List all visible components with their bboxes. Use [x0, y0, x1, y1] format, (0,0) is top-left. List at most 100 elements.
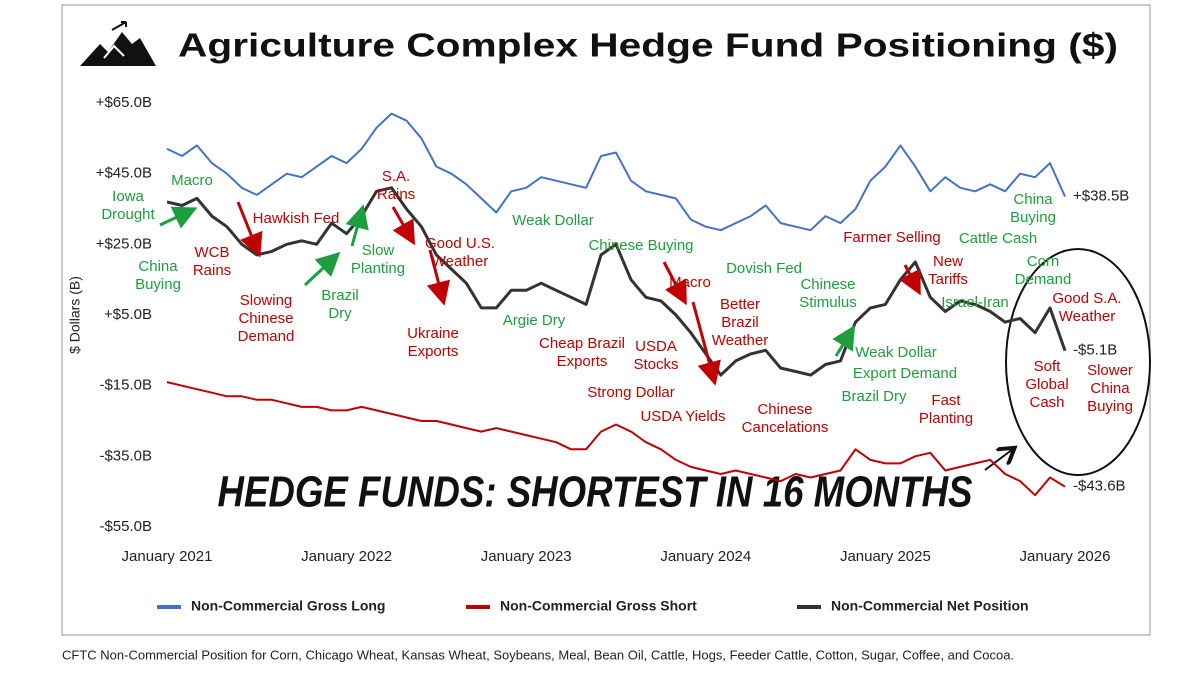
highlight-ellipse [1005, 248, 1151, 476]
annotation: Rains [377, 186, 415, 203]
annotation: Exports [408, 343, 459, 360]
legend-label: Non-Commercial Gross Short [500, 598, 697, 614]
annotation: China [138, 258, 178, 275]
annotation: Fast [931, 392, 961, 409]
chart-border [61, 4, 1151, 636]
annotation: USDA [635, 338, 677, 355]
annotation: Tariffs [928, 271, 968, 288]
annotation: Chinese [757, 401, 812, 418]
chart-title: Agriculture Complex Hedge Fund Positioni… [178, 27, 1118, 64]
annotation: Buying [1010, 209, 1056, 226]
annotation: Stimulus [799, 294, 857, 311]
annotation: Good U.S. [425, 235, 495, 252]
annotation-arrow [899, 264, 921, 296]
annotation: Strong Dollar [587, 384, 675, 401]
annotation: Slow [362, 242, 395, 259]
annotation: Israel-Iran [941, 294, 1009, 311]
y-tick-label: +$45.0B [96, 165, 152, 182]
series-line [166, 381, 1066, 497]
y-tick-label: -$55.0B [99, 518, 152, 535]
annotation: Cattle Cash [959, 230, 1037, 247]
annotation: Weather [432, 253, 488, 270]
footnote: CFTC Non-Commercial Position for Corn, C… [62, 647, 1014, 662]
annotation: WCB [195, 244, 230, 261]
annotation-arrow [345, 204, 369, 247]
annotation: Weak Dollar [512, 212, 593, 229]
annotation-arrow [303, 251, 341, 287]
headline: HEDGE FUNDS: SHORTEST IN 16 MONTHS [218, 468, 973, 517]
annotation: USDA Yields [640, 408, 725, 425]
annotation: Weather [1059, 308, 1115, 325]
annotation: Exports [557, 353, 608, 370]
annotation: Dry [328, 305, 352, 322]
x-tick-label: January 2025 [840, 548, 931, 565]
annotation: Demand [1015, 271, 1072, 288]
end-value-label: -$43.6B [1073, 478, 1126, 495]
annotation-arrow [691, 301, 721, 386]
annotation: Cash [1029, 394, 1064, 411]
annotation: Chinese Buying [588, 237, 693, 254]
x-tick-label: January 2026 [1020, 548, 1111, 565]
y-tick-label: -$15.0B [99, 377, 152, 394]
annotation: Chinese [238, 310, 293, 327]
annotation: Slower [1087, 362, 1133, 379]
annotation-arrow [236, 201, 263, 258]
x-tick-label: January 2022 [301, 548, 392, 565]
annotation: S.A. [382, 168, 410, 185]
end-value-label: +$38.5B [1073, 188, 1129, 205]
annotation: Argie Dry [503, 312, 566, 329]
annotation-arrow [426, 249, 451, 306]
annotation: Weak Dollar [855, 344, 936, 361]
series-line [166, 186, 1067, 377]
end-value-label: -$5.1B [1073, 342, 1117, 359]
annotation: Ukraine [407, 325, 459, 342]
annotation-arrow [832, 324, 856, 357]
annotation: Hawkish Fed [253, 210, 340, 227]
y-tick-label: -$35.0B [99, 447, 152, 464]
annotation: Macro [171, 172, 213, 189]
x-tick-label: January 2021 [122, 548, 213, 565]
annotation: Weather [712, 332, 768, 349]
annotation: Planting [919, 410, 973, 427]
annotation: Good S.A. [1052, 290, 1121, 307]
annotation: Chinese [800, 276, 855, 293]
annotation-arrow [662, 261, 687, 306]
annotation: Brazil [721, 314, 759, 331]
annotation: Global [1025, 376, 1068, 393]
x-tick-label: January 2023 [481, 548, 572, 565]
pointer-arrow [984, 449, 1013, 471]
annotation: New [933, 253, 963, 270]
annotation: Drought [101, 206, 155, 223]
annotation: Buying [135, 276, 181, 293]
logo [80, 21, 156, 66]
annotation: Planting [351, 260, 405, 277]
annotation: Brazil [321, 287, 359, 304]
legend-label: Non-Commercial Net Position [831, 598, 1029, 614]
annotation: China [1090, 380, 1130, 397]
annotation-arrow [391, 206, 415, 246]
annotation: Iowa [112, 188, 144, 205]
annotation: Brazil Dry [841, 388, 907, 405]
annotation: Stocks [633, 356, 678, 373]
y-tick-label: +$65.0B [96, 94, 152, 111]
annotation: Buying [1087, 398, 1133, 415]
y-tick-label: +$25.0B [96, 235, 152, 252]
annotation: Corn [1027, 253, 1060, 270]
annotation: Rains [193, 262, 231, 279]
annotation: Demand [238, 328, 295, 345]
annotation: Farmer Selling [843, 229, 941, 246]
annotation: China [1013, 191, 1053, 208]
annotation: Export Demand [853, 365, 957, 382]
annotation-arrow [159, 206, 198, 229]
annotation: Cancelations [742, 419, 829, 436]
annotation: Dovish Fed [726, 260, 802, 277]
y-tick-label: +$5.0B [104, 306, 152, 323]
annotation: Cheap Brazil [539, 335, 625, 352]
legend-label: Non-Commercial Gross Long [191, 598, 385, 614]
y-axis-label: $ Dollars (B) [67, 276, 83, 354]
annotation: Better [720, 296, 760, 313]
x-tick-label: January 2024 [660, 548, 751, 565]
annotation: Slowing [240, 292, 293, 309]
